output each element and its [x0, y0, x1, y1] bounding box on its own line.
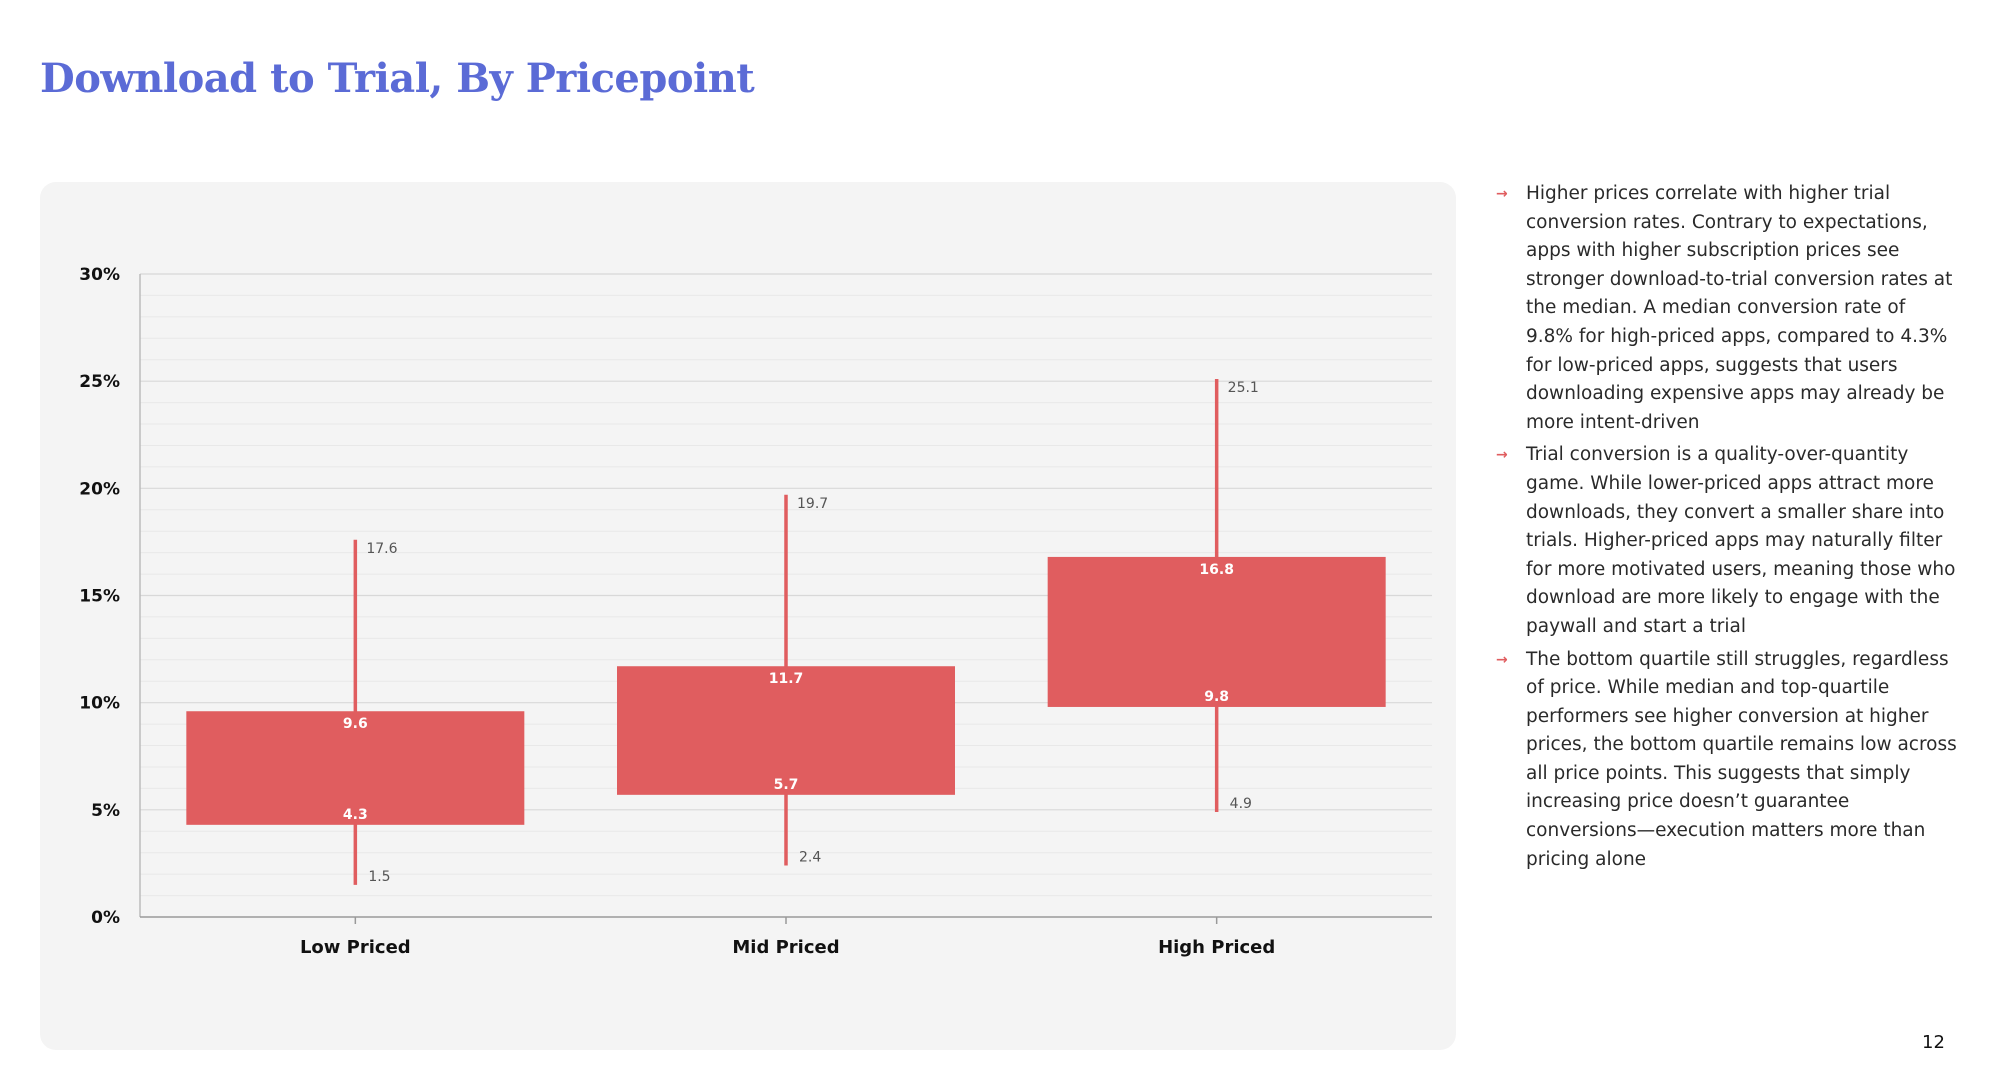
insight-note-text: Higher prices correlate with higher tria…: [1526, 183, 1953, 433]
insight-note: → The bottom quartile still struggles, r…: [1496, 646, 1958, 875]
max-value-label: 25.1: [1228, 380, 1259, 396]
y-tick-label: 15%: [79, 587, 120, 607]
q3-value-label: 11.7: [769, 671, 804, 687]
y-tick-label: 25%: [79, 372, 120, 392]
min-value-label: 1.5: [368, 869, 390, 885]
y-tick-label: 10%: [79, 694, 120, 714]
page-title: Download to Trial, By Pricepoint: [40, 54, 755, 102]
y-tick-label: 0%: [91, 908, 120, 928]
iqr-box: [617, 666, 955, 795]
q1-value-label: 9.8: [1204, 689, 1229, 705]
insight-note-text: The bottom quartile still struggles, reg…: [1526, 648, 1957, 870]
arrow-right-icon: →: [1496, 186, 1508, 202]
q3-value-label: 9.6: [343, 716, 368, 732]
q1-value-label: 4.3: [343, 807, 368, 823]
arrow-right-icon: →: [1496, 447, 1508, 464]
x-category-label: Low Priced: [300, 937, 411, 958]
insight-note: → Higher prices correlate with higher tr…: [1496, 180, 1958, 437]
chart-panel: 0% 5% 10% 15% 20% 25% 30% 17.6 1.5 9.6 4.3 Low Pric…: [40, 182, 1456, 1050]
box-chart: 0% 5% 10% 15% 20% 25% 30% 17.6 1.5 9.6 4.3 Low Pric…: [79, 265, 1432, 958]
iqr-box: [186, 711, 525, 825]
min-value-label: 4.9: [1230, 796, 1252, 812]
x-category-label: Mid Priced: [732, 937, 839, 958]
page-number: 12: [1922, 1032, 1945, 1053]
y-tick-label: 5%: [91, 801, 120, 821]
max-value-label: 17.6: [366, 541, 397, 557]
insight-notes: → Higher prices correlate with higher tr…: [1496, 180, 1958, 878]
iqr-box: [1047, 556, 1386, 707]
arrow-right-icon: →: [1496, 651, 1508, 668]
insight-note-text: Trial conversion is a quality-over-quant…: [1526, 444, 1956, 637]
q1-value-label: 5.7: [774, 777, 799, 793]
y-tick-label: 20%: [79, 479, 120, 499]
insight-note: → Trial conversion is a quality-over-qua…: [1496, 441, 1958, 641]
x-category-label: High Priced: [1158, 937, 1275, 958]
max-value-label: 19.7: [797, 496, 828, 512]
y-tick-label: 30%: [79, 265, 120, 285]
q3-value-label: 16.8: [1199, 562, 1234, 578]
min-value-label: 2.4: [799, 850, 821, 866]
